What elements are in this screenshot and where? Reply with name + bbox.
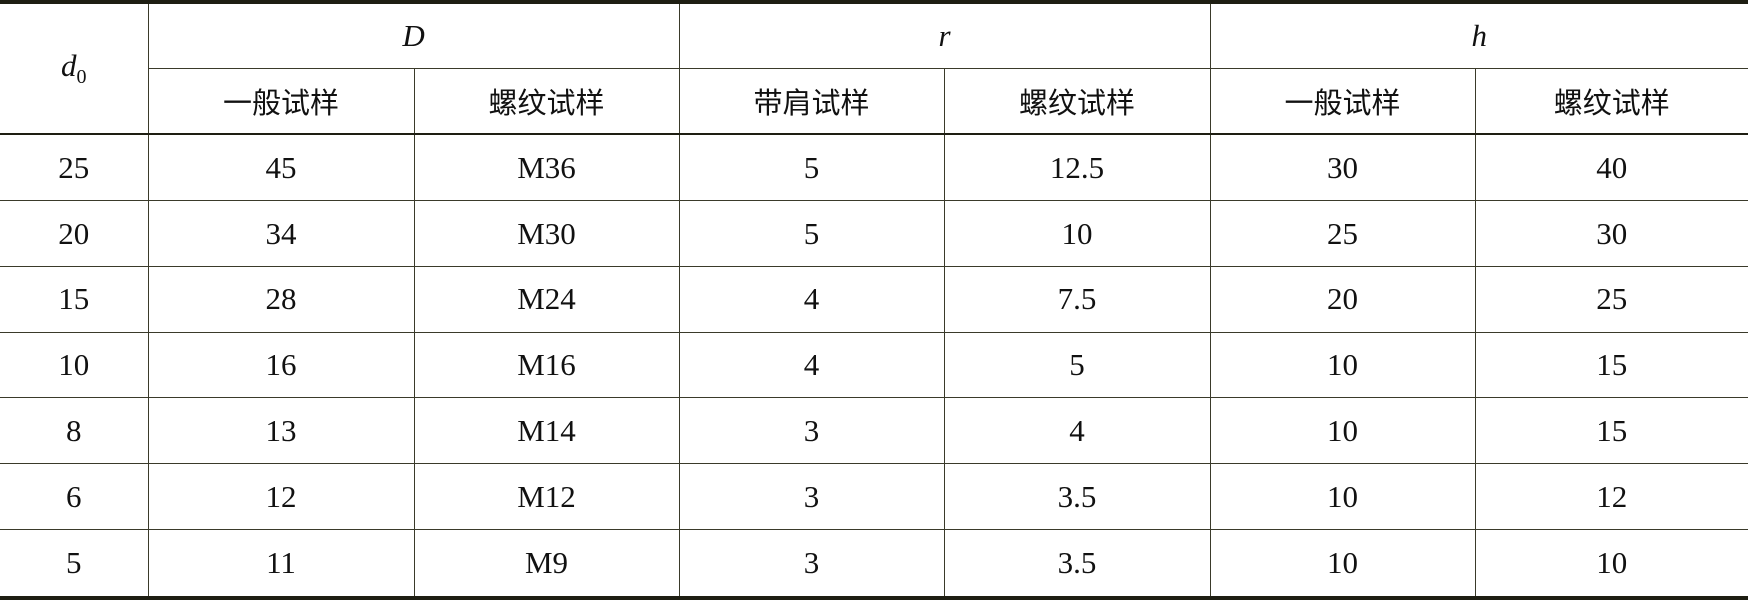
table-cell: 20 — [0, 200, 149, 267]
table-cell: 10 — [943, 200, 1211, 267]
table-cell: 28 — [147, 265, 415, 333]
table-cell: 7.5 — [943, 265, 1211, 333]
header-group-D: D — [147, 0, 680, 69]
table-cell: 12 — [147, 463, 415, 530]
table-cell: 3 — [678, 463, 945, 530]
table-cell: 5 — [0, 528, 149, 600]
table-row: 25 45 M36 5 12.5 30 40 — [0, 133, 1748, 202]
table-cell: 25 — [1474, 265, 1748, 333]
subheader: 螺纹试样 — [943, 67, 1211, 135]
table-cell: M30 — [413, 200, 680, 267]
table-cell: 10 — [1209, 331, 1476, 399]
table-row: 20 34 M30 5 10 25 30 — [0, 200, 1748, 267]
table-cell: 11 — [147, 528, 415, 600]
table-cell: 10 — [1209, 463, 1476, 530]
table-cell: 30 — [1474, 200, 1748, 267]
table-cell: M36 — [413, 133, 680, 202]
table-cell: 3 — [678, 528, 945, 600]
table-cell: 20 — [1209, 265, 1476, 333]
table-cell: 6 — [0, 463, 149, 530]
subheader: 螺纹试样 — [413, 67, 680, 135]
table-cell: 10 — [1474, 528, 1748, 600]
table-cell: 40 — [1474, 133, 1748, 202]
table-cell: M16 — [413, 331, 680, 399]
table-row: 8 13 M14 3 4 10 15 — [0, 397, 1748, 465]
table-cell: 10 — [1209, 528, 1476, 600]
table-cell: M14 — [413, 397, 680, 465]
table-cell: 12.5 — [943, 133, 1211, 202]
table-row: 5 11 M9 3 3.5 10 10 — [0, 528, 1748, 600]
table-cell: M9 — [413, 528, 680, 600]
table-cell: 16 — [147, 331, 415, 399]
table-cell: 15 — [1474, 331, 1748, 399]
subheader: 螺纹试样 — [1474, 67, 1748, 135]
table-cell: M12 — [413, 463, 680, 530]
table-cell: 10 — [1209, 397, 1476, 465]
table-row: 10 16 M16 4 5 10 15 — [0, 331, 1748, 399]
subheader: 一般试样 — [148, 67, 415, 135]
table-cell: M24 — [413, 265, 680, 333]
table-cell: 3.5 — [943, 463, 1211, 530]
table-cell: 3 — [678, 397, 945, 465]
table-cell: 12 — [1474, 463, 1748, 530]
table-cell: 25 — [1209, 200, 1476, 267]
table-cell: 4 — [678, 265, 945, 333]
table-cell: 8 — [0, 397, 149, 465]
subheader: 带肩试样 — [678, 67, 945, 135]
header-d0-sub: 0 — [76, 66, 87, 89]
table-cell: 5 — [943, 331, 1211, 399]
table-cell: 3.5 — [943, 528, 1211, 600]
table-cell: 25 — [0, 133, 149, 202]
subheader: 一般试样 — [1209, 67, 1476, 135]
table-cell: 4 — [943, 397, 1211, 465]
header-d0-main: d — [61, 47, 77, 83]
table-cell: 4 — [678, 331, 945, 399]
table-cell: 45 — [147, 133, 415, 202]
table-cell: 30 — [1209, 133, 1476, 202]
table-cell: 13 — [147, 397, 415, 465]
table-cell: 15 — [1474, 397, 1748, 465]
header-d0: d0 — [0, 0, 149, 135]
table-cell: 5 — [678, 200, 945, 267]
header-group-h: h — [1209, 0, 1748, 69]
table-row: 15 28 M24 4 7.5 20 25 — [0, 265, 1748, 333]
header-group-r: r — [678, 0, 1211, 69]
table-cell: 5 — [678, 133, 945, 202]
table-cell: 10 — [0, 331, 149, 399]
table-cell: 34 — [147, 200, 415, 267]
table-cell: 15 — [0, 265, 149, 333]
table-row: 6 12 M12 3 3.5 10 12 — [0, 463, 1748, 530]
